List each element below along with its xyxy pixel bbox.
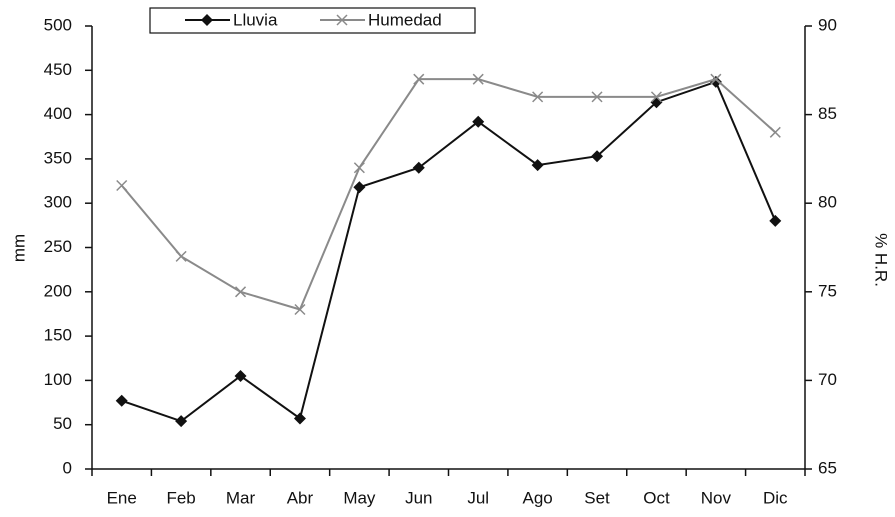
marker bbox=[412, 161, 425, 174]
marker bbox=[175, 415, 188, 428]
y-tick-label: 250 bbox=[44, 237, 72, 256]
y-tick-label: 300 bbox=[44, 193, 72, 212]
x-tick-label: Feb bbox=[166, 488, 195, 507]
x-tick-label: Abr bbox=[287, 488, 314, 507]
marker bbox=[294, 303, 306, 316]
y-tick-label: 500 bbox=[44, 15, 72, 34]
legend-label: Lluvia bbox=[233, 10, 278, 29]
y-tick-label: 450 bbox=[44, 60, 72, 79]
marker bbox=[175, 250, 187, 262]
marker bbox=[531, 159, 544, 172]
marker bbox=[769, 126, 781, 138]
marker bbox=[336, 14, 348, 26]
marker bbox=[472, 73, 484, 85]
marker bbox=[413, 73, 425, 85]
marker bbox=[353, 162, 365, 174]
marker bbox=[709, 75, 722, 88]
y2-tick-label: 85 bbox=[818, 104, 837, 123]
x-tick-label: Mar bbox=[226, 488, 256, 507]
x-tick-label: Set bbox=[584, 488, 610, 507]
marker bbox=[293, 412, 306, 425]
x-tick-label: Ago bbox=[523, 488, 553, 507]
legend-label: Humedad bbox=[368, 10, 442, 29]
y-tick-label: 100 bbox=[44, 370, 72, 389]
marker bbox=[650, 91, 662, 103]
y-tick-label: 50 bbox=[53, 414, 72, 433]
y2-tick-label: 65 bbox=[818, 458, 837, 477]
y2-tick-label: 75 bbox=[818, 281, 837, 300]
marker bbox=[591, 150, 604, 163]
marker bbox=[710, 73, 722, 85]
marker bbox=[472, 115, 485, 128]
y-axis-label: mm bbox=[9, 234, 28, 262]
y2-tick-label: 90 bbox=[818, 15, 837, 34]
marker bbox=[235, 286, 247, 298]
y-tick-label: 0 bbox=[63, 458, 72, 477]
marker bbox=[353, 181, 366, 194]
y2-tick-label: 80 bbox=[818, 193, 837, 212]
y-tick-label: 400 bbox=[44, 104, 72, 123]
marker bbox=[201, 14, 213, 26]
y-tick-label: 350 bbox=[44, 148, 72, 167]
x-tick-label: May bbox=[343, 488, 376, 507]
x-tick-label: Ene bbox=[107, 488, 137, 507]
marker bbox=[532, 91, 544, 103]
marker bbox=[115, 394, 128, 407]
y-tick-label: 150 bbox=[44, 326, 72, 345]
marker bbox=[591, 91, 603, 103]
y2-axis-label: % H.R. bbox=[872, 233, 891, 287]
x-tick-label: Jul bbox=[467, 488, 489, 507]
y2-tick-label: 70 bbox=[818, 370, 837, 389]
series-line bbox=[120, 78, 776, 311]
x-tick-label: Dic bbox=[763, 488, 788, 507]
x-tick-label: Oct bbox=[643, 488, 670, 507]
marker bbox=[116, 179, 128, 192]
series-line bbox=[121, 80, 777, 423]
y-tick-label: 200 bbox=[44, 281, 72, 300]
marker bbox=[234, 369, 247, 382]
x-tick-label: Nov bbox=[701, 488, 732, 507]
marker bbox=[769, 214, 782, 227]
x-tick-label: Jun bbox=[405, 488, 432, 507]
